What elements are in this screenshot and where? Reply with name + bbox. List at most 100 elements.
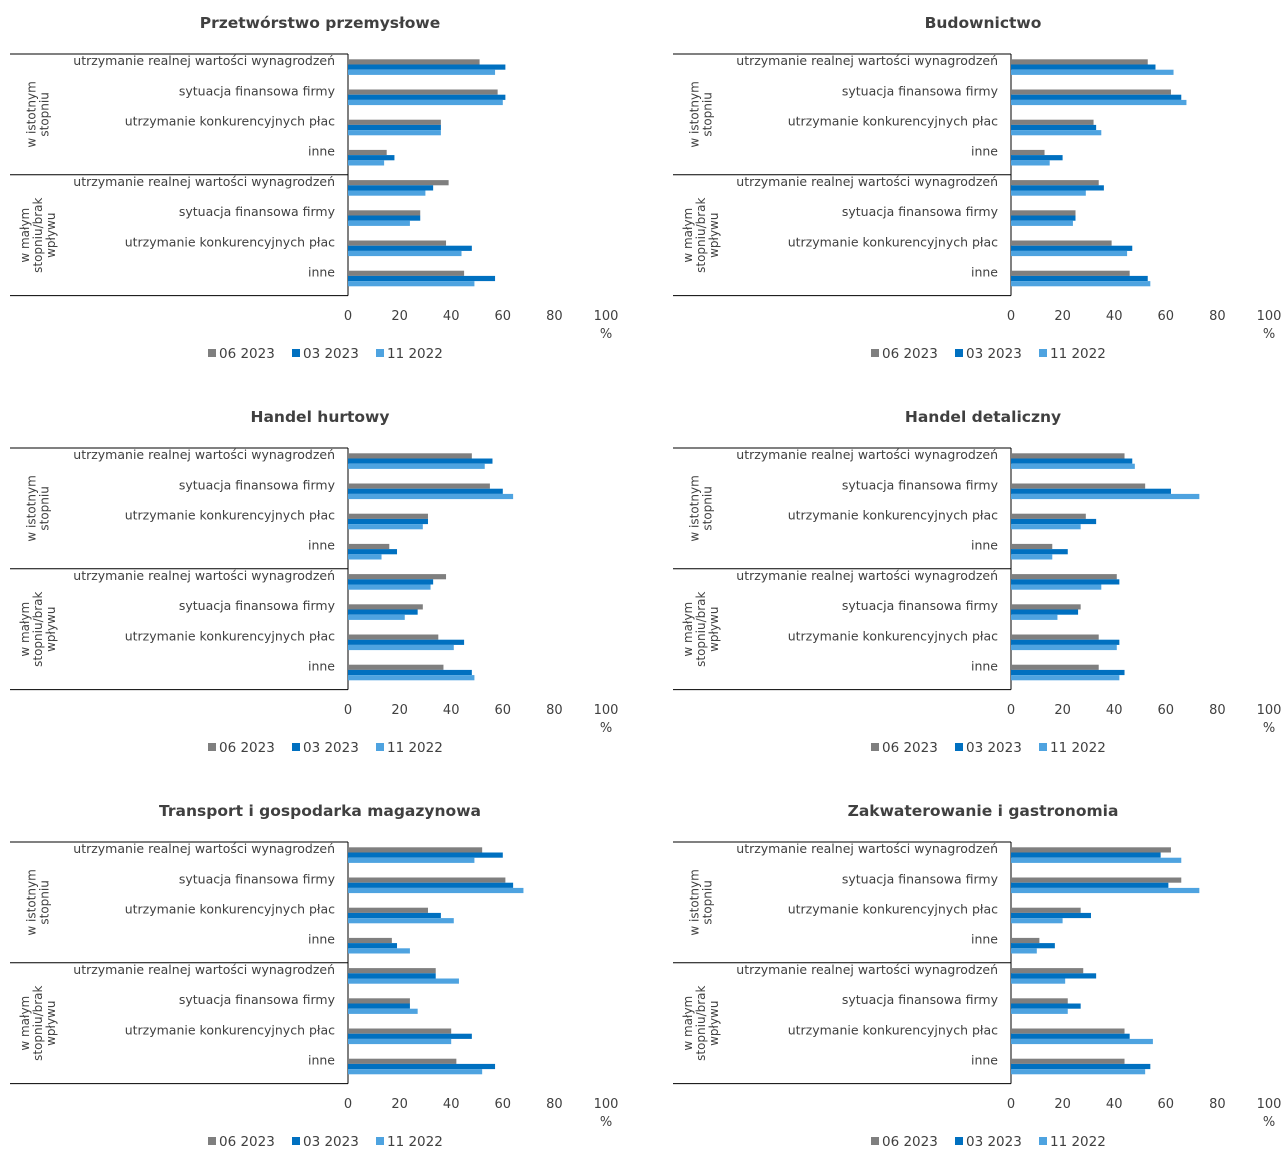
category-label: utrzymanie realnej wartości wynagrodzeń [736, 174, 998, 189]
bar [1011, 579, 1120, 585]
bar [1011, 852, 1161, 858]
legend-item: 11 2022 [376, 1134, 443, 1150]
bar [1011, 245, 1133, 251]
bar [348, 634, 439, 640]
bar [1011, 513, 1086, 519]
bar [348, 943, 398, 949]
bar [348, 281, 475, 287]
bar [1011, 644, 1117, 651]
category-label: inne [308, 144, 335, 159]
x-tick-label: 80 [546, 1097, 563, 1112]
bar [348, 877, 506, 883]
bar [1011, 89, 1171, 95]
bar [1011, 574, 1117, 580]
legend-label: 11 2022 [387, 346, 443, 362]
x-unit-label: % [1263, 1115, 1275, 1130]
bar [348, 604, 423, 610]
bar [348, 64, 506, 70]
x-tick-label: 60 [495, 703, 512, 718]
bar [348, 180, 449, 186]
category-label: inne [308, 538, 335, 553]
bar [1011, 493, 1200, 500]
bar [1011, 937, 1040, 944]
legend-item: 03 2023 [955, 346, 1022, 362]
x-tick-label: 60 [495, 309, 512, 324]
category-label: sytuacja finansowa firmy [842, 992, 999, 1007]
x-tick-label: 40 [443, 1097, 460, 1112]
bar [348, 639, 465, 645]
category-label: sytuacja finansowa firmy [179, 204, 336, 219]
category-label: utrzymanie realnej wartości wynagrodzeń [73, 962, 335, 977]
category-label: utrzymanie konkurencyjnych płac [125, 902, 335, 917]
bar [1011, 458, 1133, 464]
bar [348, 998, 410, 1004]
category-label: utrzymanie realnej wartości wynagrodzeń [73, 53, 335, 68]
x-unit-label: % [1263, 327, 1275, 342]
bar [1011, 887, 1200, 894]
x-tick-label: 20 [391, 1097, 408, 1112]
bar-chart: Handel hurtowy w istotnymstopniu w małymst… [10, 408, 618, 756]
group-label: w istotnymstopniu [688, 869, 715, 935]
bar [1011, 1038, 1153, 1045]
category-label: utrzymanie konkurencyjnych płac [788, 234, 998, 249]
group-label: w małymstopniu/brakwpływu [681, 591, 721, 666]
bar-chart: Przetwórstwo przemysłowe w istotnymstopni… [10, 14, 618, 362]
bar [1011, 483, 1146, 489]
legend-swatch [208, 1137, 216, 1145]
bar [348, 609, 418, 615]
legend-item: 06 2023 [871, 740, 938, 756]
bar [1011, 1028, 1125, 1034]
x-tick-label: 80 [546, 309, 563, 324]
bar-chart: Budownictwo w istotnymstopniu w małymstopn… [673, 14, 1281, 362]
bar [348, 483, 490, 489]
legend-swatch [208, 743, 216, 751]
bar [348, 124, 441, 131]
bar [348, 1063, 496, 1070]
group-label: w istotnymstopniu [25, 81, 52, 147]
bar [1011, 584, 1102, 590]
legend-swatch [871, 1137, 879, 1145]
bar [348, 847, 483, 853]
bar [348, 210, 421, 216]
group-label: w istotnymstopniu [688, 81, 715, 147]
category-label: utrzymanie realnej wartości wynagrodzeń [736, 447, 998, 462]
chart-title: Transport i gospodarka magazynowa [159, 802, 481, 820]
bar [348, 59, 480, 65]
legend-swatch [292, 1137, 300, 1145]
legend-swatch [1039, 1137, 1047, 1145]
bar [348, 524, 423, 530]
category-label: inne [308, 1053, 335, 1068]
legend-item: 06 2023 [208, 346, 275, 362]
x-tick-label: 40 [1106, 309, 1123, 324]
bar [1011, 907, 1081, 913]
legend-label: 06 2023 [882, 1134, 938, 1150]
bar [1011, 675, 1120, 681]
category-label: utrzymanie realnej wartości wynagrodzeń [73, 841, 335, 856]
bar [1011, 281, 1151, 287]
bar [1011, 130, 1102, 136]
x-tick-label: 40 [443, 703, 460, 718]
bar [348, 250, 462, 257]
group-label: w małymstopniu/brakwpływu [681, 197, 721, 272]
category-label: inne [971, 265, 998, 280]
bar [348, 614, 405, 620]
bar [1011, 609, 1079, 615]
legend-swatch [292, 349, 300, 357]
x-tick-label: 40 [1106, 1097, 1123, 1112]
bar [1011, 149, 1045, 156]
bar [1011, 664, 1099, 670]
legend-item: 03 2023 [292, 346, 359, 362]
legend-item: 11 2022 [376, 740, 443, 756]
legend-label: 03 2023 [303, 346, 359, 362]
legend-item: 11 2022 [1039, 1134, 1106, 1150]
bar [348, 882, 514, 888]
bar [1011, 1069, 1146, 1075]
bar [1011, 857, 1182, 863]
bar [1011, 190, 1086, 196]
bar [348, 1028, 452, 1034]
legend-swatch [1039, 743, 1047, 751]
category-label: utrzymanie realnej wartości wynagrodzeń [736, 53, 998, 68]
group-label: w małymstopniu/brakwpływu [18, 591, 58, 666]
x-unit-label: % [600, 1115, 612, 1130]
bar [348, 488, 503, 494]
